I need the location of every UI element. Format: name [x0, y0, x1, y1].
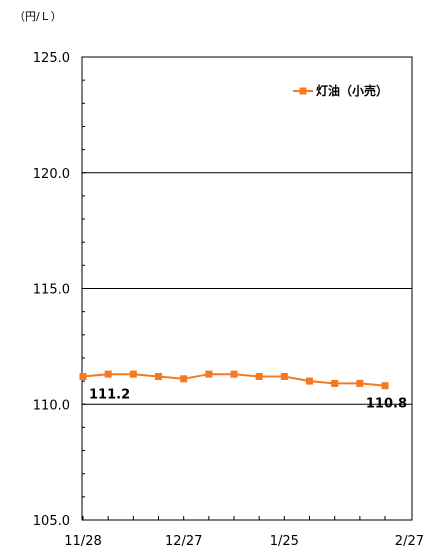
data-label-1: 110.8 — [366, 397, 407, 412]
data-point-1 — [104, 370, 112, 378]
x-tick-label-0: 11/28 — [64, 534, 101, 549]
data-point-7 — [255, 372, 263, 380]
data-labels: 111.2 110.8 — [89, 387, 407, 411]
data-point-0 — [79, 372, 87, 380]
legend-label: 灯油（小売） — [316, 83, 388, 98]
data-point-2 — [129, 370, 137, 378]
x-axis-tick-labels: 11/28 12/27 1/25 2/27 — [64, 516, 424, 549]
y-tick-label-0: 105.0 — [33, 514, 70, 529]
legend-marker-swatch — [299, 87, 307, 95]
data-label-0: 111.2 — [89, 387, 130, 402]
data-point-10 — [331, 379, 339, 387]
x-tick-label-1: 12/27 — [165, 534, 202, 549]
data-point-4 — [180, 375, 188, 383]
y-tick-label-1: 110.0 — [33, 398, 70, 413]
legend: 灯油（小売） — [293, 83, 388, 98]
x-tick-label-3: 2/27 — [395, 534, 424, 549]
data-point-3 — [155, 372, 163, 380]
data-point-9 — [306, 377, 314, 385]
data-point-11 — [356, 379, 364, 387]
data-point-12 — [381, 382, 389, 390]
data-point-8 — [280, 372, 288, 380]
data-point-5 — [205, 370, 213, 378]
data-point-6 — [230, 370, 238, 378]
grid-lines — [82, 56, 412, 521]
y-tick-label-4: 125.0 — [33, 51, 70, 66]
y-tick-label-3: 120.0 — [33, 167, 70, 182]
y-tick-label-2: 115.0 — [33, 283, 70, 298]
y-axis-tick-labels: 105.0 110.0 115.0 120.0 125.0 — [33, 51, 70, 529]
series-kerosene — [79, 370, 389, 390]
x-tick-label-2: 1/25 — [270, 534, 299, 549]
y-unit-label: （円/Ｌ） — [14, 10, 62, 23]
